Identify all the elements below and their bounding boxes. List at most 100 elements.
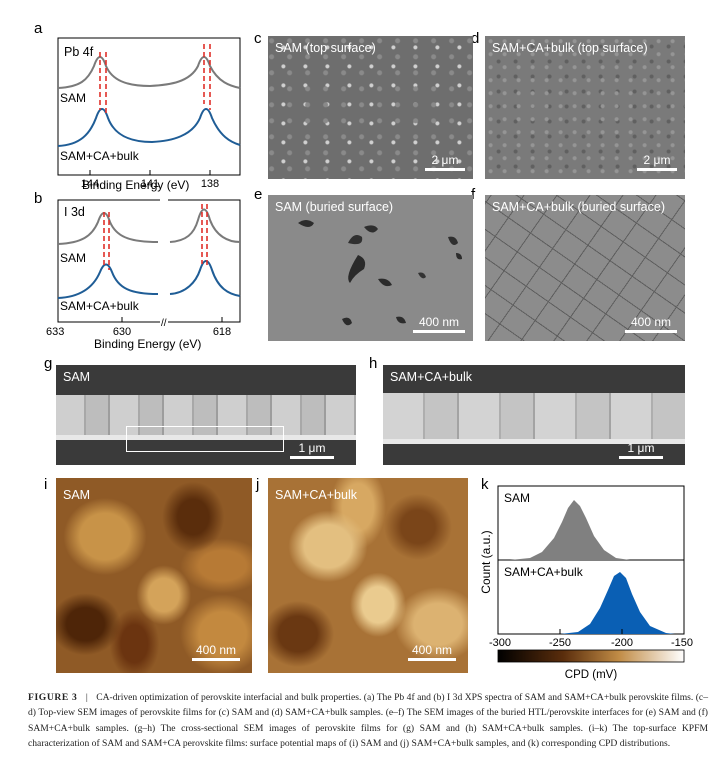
highlight-box-g [126, 426, 284, 452]
panel-label-e: e [254, 186, 263, 203]
scalebar-label-h: 1 μm [627, 441, 655, 455]
axis-break-gap [160, 198, 168, 324]
caption-text: CA-driven optimization of perovskite int… [28, 692, 708, 749]
tick-k-1: -250 [549, 637, 571, 649]
tick-a-2: 138 [201, 178, 219, 190]
cpd-distribution-chart: SAM SAM+CA+bulk Count (a.u.) -300 -250 -… [479, 485, 693, 681]
tick-a-0: 144 [81, 178, 99, 190]
svg-text:I 3d: I 3d [64, 205, 85, 219]
scalebar-label-f: 400 nm [630, 315, 672, 329]
perovskite-layer-h [383, 393, 685, 439]
spectrum-sam-a [57, 56, 241, 89]
svg-text:-300: -300 [489, 637, 511, 649]
sem-title-g: SAM [63, 370, 91, 384]
xlabel-a: Binding Energy (eV) [82, 178, 190, 192]
xps-i3d-chart: I 3d SAM SAM+CA+bulk // 633 630 618 [46, 198, 241, 338]
scalebar-c: 2 μm [425, 153, 465, 171]
element-label-b: I 3d [64, 205, 85, 219]
svg-text:SAM: SAM [60, 91, 86, 105]
ylabel-k: Count (a.u.) [479, 530, 493, 593]
scalebar-label-j: 400 nm [411, 643, 453, 657]
series-label-sam-a: SAM [60, 91, 86, 105]
scalebar-label-g: 1 μm [298, 441, 326, 455]
svg-text:618: 618 [213, 326, 231, 338]
svg-text:630: 630 [113, 326, 131, 338]
scalebar-e: 400 nm [413, 315, 465, 333]
scalebar-label-e: 400 nm [418, 315, 460, 329]
svg-text:SAM: SAM [60, 251, 86, 265]
panel-label-b: b [34, 190, 43, 207]
panel-label-j: j [256, 476, 260, 493]
tick-k-2: -200 [611, 637, 633, 649]
spectrum-bulk-b [57, 260, 241, 299]
sem-image-c: SAM (top surface) 2 μm [268, 36, 473, 179]
sem-title-f: SAM+CA+bulk (buried surface) [492, 200, 665, 214]
svg-text:138: 138 [201, 178, 219, 190]
scalebar-i: 400 nm [192, 643, 240, 661]
svg-text:SAM+CA+bulk: SAM+CA+bulk [504, 565, 584, 579]
tick-a-1: 141 [141, 178, 159, 190]
element-label-a: Pb 4f [64, 45, 94, 59]
sem-title-c: SAM (top surface) [275, 41, 376, 55]
scalebar-g: 1 μm [290, 441, 334, 459]
sem-title-h: SAM+CA+bulk [390, 370, 472, 384]
sem-cross-section-h: SAM+CA+bulk 1 μm [383, 365, 685, 465]
svg-text:SAM+CA+bulk: SAM+CA+bulk [60, 299, 140, 313]
panel-label-k: k [481, 476, 489, 493]
panel-label-f: f [471, 186, 476, 203]
series-label-bulk-b: SAM+CA+bulk [60, 299, 140, 313]
histogram-sam [510, 500, 630, 560]
plot-frame-b [57, 199, 241, 323]
svg-text:144: 144 [81, 178, 99, 190]
histogram-bulk [560, 572, 675, 634]
xps-pb4f-chart: Pb 4f SAM SAM+CA+bulk 144 141 138 [57, 37, 241, 190]
sem-cross-section-g: SAM 1 μm [56, 365, 356, 465]
kpfm-title-i: SAM [63, 488, 91, 502]
sem-title-d: SAM+CA+bulk (top surface) [492, 41, 648, 55]
caption-separator: | [85, 692, 88, 703]
svg-text:141: 141 [141, 178, 159, 190]
sem-image-f: SAM+CA+bulk (buried surface) 400 nm [485, 195, 685, 341]
xlabel-b: Binding Energy (eV) [94, 337, 202, 351]
scalebar-d: 2 μm [637, 153, 677, 171]
substrate-line-h [383, 439, 685, 444]
perovskite-layer-g [56, 395, 356, 435]
panel-label-a: a [34, 20, 43, 37]
sem-title-e: SAM (buried surface) [275, 200, 394, 214]
figure-caption: FIGURE 3 | CA-driven optimization of per… [28, 690, 708, 751]
cpd-colorbar [497, 649, 685, 663]
scalebar-h: 1 μm [619, 441, 663, 459]
svg-text:-200: -200 [611, 637, 633, 649]
tick-b-2: 618 [213, 326, 231, 338]
kpfm-title-j: SAM+CA+bulk [275, 488, 357, 502]
sem-image-d: SAM+CA+bulk (top surface) 2 μm [485, 36, 685, 179]
series-label-sam-b: SAM [60, 251, 86, 265]
svg-text:633: 633 [46, 326, 64, 338]
svg-text:-150: -150 [671, 637, 693, 649]
svg-text:SAM: SAM [504, 491, 530, 505]
colorbar-label: CPD (mV) [565, 669, 618, 681]
svg-text:Pb 4f: Pb 4f [64, 45, 94, 59]
svg-text:Count (a.u.): Count (a.u.) [479, 530, 493, 593]
kpfm-map-j: SAM+CA+bulk 400 nm [268, 478, 468, 673]
plot-frame-a [57, 37, 241, 176]
spectrum-bulk-a [57, 108, 241, 147]
sem-image-e: SAM (buried surface) 400 nm [268, 195, 473, 341]
svg-text:SAM+CA+bulk: SAM+CA+bulk [60, 149, 140, 163]
panel-label-d: d [471, 30, 480, 47]
pinhole-overlay-e [298, 220, 462, 326]
panel-label-c: c [254, 30, 262, 47]
panel-label-i: i [44, 476, 48, 493]
axis-break-mark: // [161, 318, 167, 329]
spectrum-sam-b [57, 208, 241, 245]
tick-b-0: 633 [46, 326, 64, 338]
series-label-bulk-k: SAM+CA+bulk [504, 565, 584, 579]
scalebar-j: 400 nm [408, 643, 456, 661]
scalebar-label-i: 400 nm [195, 643, 237, 657]
tick-k-0: -300 [489, 637, 511, 649]
scalebar-label-c: 2 μm [431, 153, 459, 167]
caption-figure-label: FIGURE 3 [28, 692, 78, 703]
svg-text:-250: -250 [549, 637, 571, 649]
tick-b-1: 630 [113, 326, 131, 338]
scalebar-f: 400 nm [625, 315, 677, 333]
